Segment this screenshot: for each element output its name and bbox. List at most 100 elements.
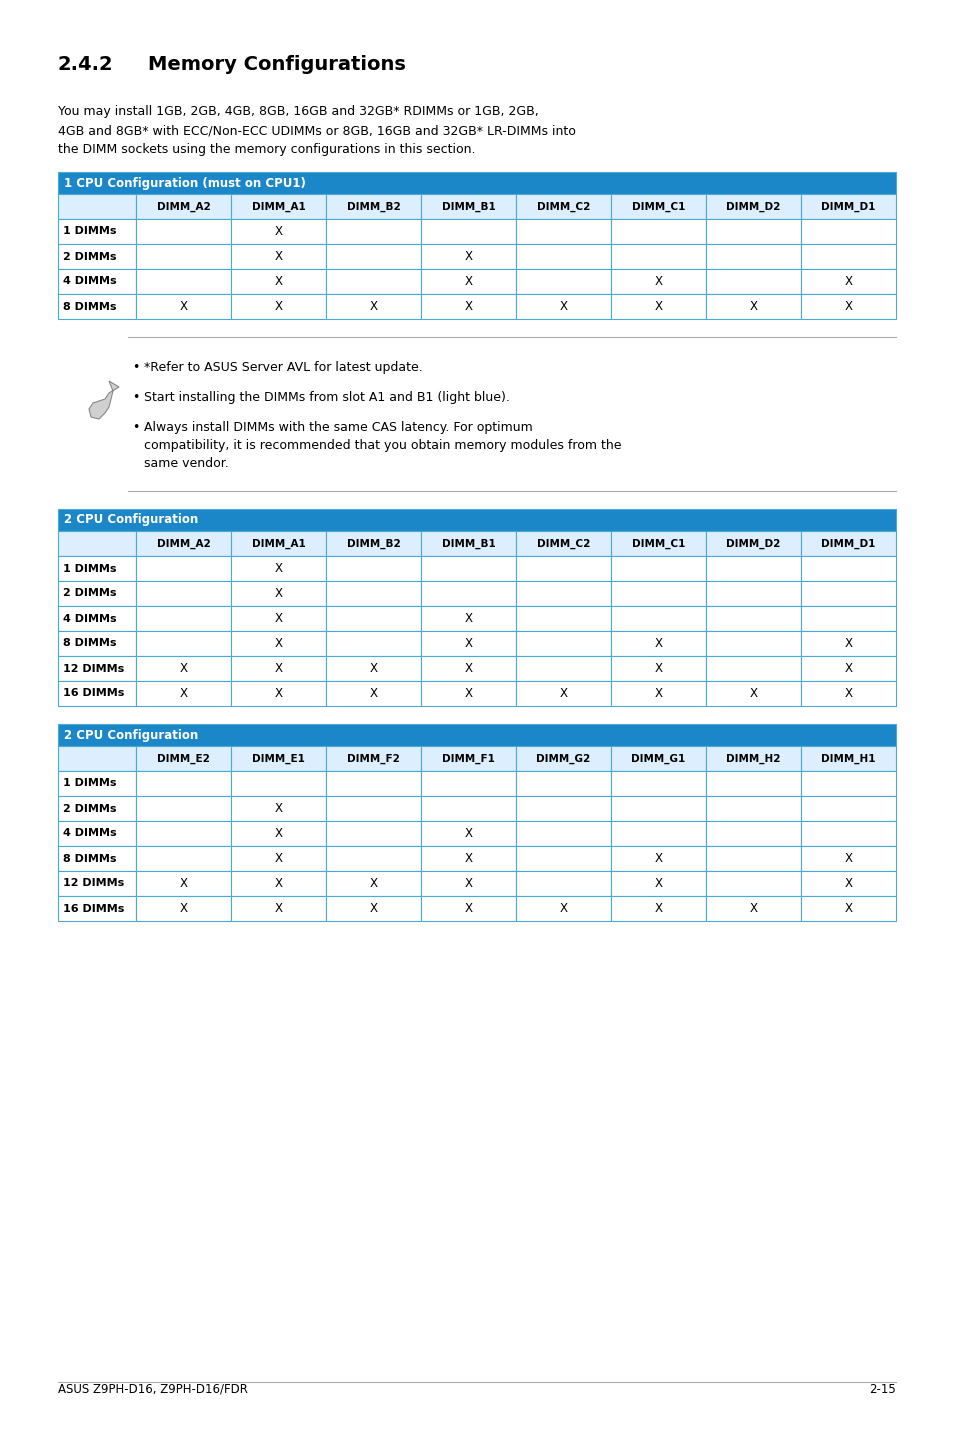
Bar	[136, 821, 231, 846]
Text: X: X	[464, 250, 472, 263]
Bar	[420, 269, 516, 293]
Bar	[136, 581, 231, 605]
Text: X: X	[369, 902, 377, 915]
Bar	[516, 871, 610, 896]
Text: X: X	[843, 275, 852, 288]
Text: ASUS Z9PH-D16, Z9PH-D16/FDR: ASUS Z9PH-D16, Z9PH-D16/FDR	[58, 1383, 248, 1396]
Text: X: X	[464, 877, 472, 890]
Bar	[516, 797, 610, 821]
Text: 2 CPU Configuration: 2 CPU Configuration	[64, 513, 198, 526]
Text: X: X	[464, 827, 472, 840]
Bar	[516, 771, 610, 797]
Bar	[705, 557, 801, 581]
Text: Memory Configurations: Memory Configurations	[148, 55, 405, 73]
Bar	[58, 631, 136, 656]
Bar	[705, 269, 801, 293]
Bar	[136, 631, 231, 656]
Bar	[705, 656, 801, 682]
Bar	[420, 871, 516, 896]
Text: same vendor.: same vendor.	[144, 457, 229, 470]
Text: DIMM_B1: DIMM_B1	[441, 538, 495, 549]
Text: X: X	[464, 613, 472, 626]
Text: 2 DIMMs: 2 DIMMs	[63, 252, 116, 262]
Text: DIMM_H2: DIMM_H2	[725, 754, 780, 764]
Bar	[136, 605, 231, 631]
Text: X: X	[179, 902, 188, 915]
Bar	[326, 605, 420, 631]
Bar	[420, 531, 516, 557]
Bar	[231, 244, 326, 269]
Text: 8 DIMMs: 8 DIMMs	[63, 854, 116, 863]
Bar	[610, 656, 705, 682]
Text: 4 DIMMs: 4 DIMMs	[63, 276, 116, 286]
Text: X: X	[843, 301, 852, 313]
Text: Start installing the DIMMs from slot A1 and B1 (light blue).: Start installing the DIMMs from slot A1 …	[144, 391, 509, 404]
Bar	[326, 656, 420, 682]
Text: 16 DIMMs: 16 DIMMs	[63, 903, 124, 913]
Text: X: X	[274, 275, 282, 288]
Text: X: X	[369, 877, 377, 890]
Bar	[610, 746, 705, 771]
Text: 8 DIMMs: 8 DIMMs	[63, 302, 116, 312]
Text: 8 DIMMs: 8 DIMMs	[63, 638, 116, 649]
Text: 2.4.2: 2.4.2	[58, 55, 113, 73]
Bar	[231, 871, 326, 896]
Bar	[420, 293, 516, 319]
Bar	[58, 746, 136, 771]
Text: DIMM_C2: DIMM_C2	[537, 538, 590, 549]
Text: 1 CPU Configuration (must on CPU1): 1 CPU Configuration (must on CPU1)	[64, 177, 306, 190]
Text: X: X	[274, 877, 282, 890]
Text: 2 DIMMs: 2 DIMMs	[63, 588, 116, 598]
Bar	[610, 771, 705, 797]
Text: X: X	[749, 301, 757, 313]
Bar	[420, 896, 516, 920]
Bar	[58, 219, 136, 244]
Bar	[136, 219, 231, 244]
Text: compatibility, it is recommended that you obtain memory modules from the: compatibility, it is recommended that yo…	[144, 439, 620, 452]
Text: 2 CPU Configuration: 2 CPU Configuration	[64, 729, 198, 742]
Bar	[58, 194, 136, 219]
Bar	[58, 723, 895, 746]
Bar	[801, 656, 895, 682]
Bar	[705, 219, 801, 244]
Bar	[326, 531, 420, 557]
Bar	[516, 846, 610, 871]
Bar	[516, 896, 610, 920]
Bar	[420, 244, 516, 269]
Bar	[136, 293, 231, 319]
Text: Always install DIMMs with the same CAS latency. For optimum: Always install DIMMs with the same CAS l…	[144, 421, 532, 434]
Bar	[801, 682, 895, 706]
Bar	[326, 293, 420, 319]
Bar	[231, 605, 326, 631]
Bar	[58, 244, 136, 269]
Bar	[610, 682, 705, 706]
Text: X: X	[369, 661, 377, 674]
Text: X: X	[274, 637, 282, 650]
Bar	[516, 269, 610, 293]
Bar	[326, 821, 420, 846]
Bar	[801, 871, 895, 896]
Bar	[705, 605, 801, 631]
Bar	[610, 821, 705, 846]
Bar	[58, 871, 136, 896]
Bar	[136, 194, 231, 219]
Text: X: X	[179, 877, 188, 890]
Bar	[420, 581, 516, 605]
Bar	[136, 771, 231, 797]
Text: X: X	[179, 661, 188, 674]
Bar	[420, 605, 516, 631]
Text: DIMM_F2: DIMM_F2	[347, 754, 399, 764]
Bar	[420, 797, 516, 821]
Bar	[705, 871, 801, 896]
Bar	[610, 293, 705, 319]
Bar	[705, 293, 801, 319]
Text: DIMM_B2: DIMM_B2	[346, 538, 400, 549]
Bar	[610, 896, 705, 920]
Bar	[326, 871, 420, 896]
Text: DIMM_E1: DIMM_E1	[252, 754, 305, 764]
Text: 16 DIMMs: 16 DIMMs	[63, 689, 124, 699]
Bar	[231, 656, 326, 682]
Text: DIMM_F1: DIMM_F1	[441, 754, 495, 764]
Bar	[231, 771, 326, 797]
Bar	[610, 219, 705, 244]
